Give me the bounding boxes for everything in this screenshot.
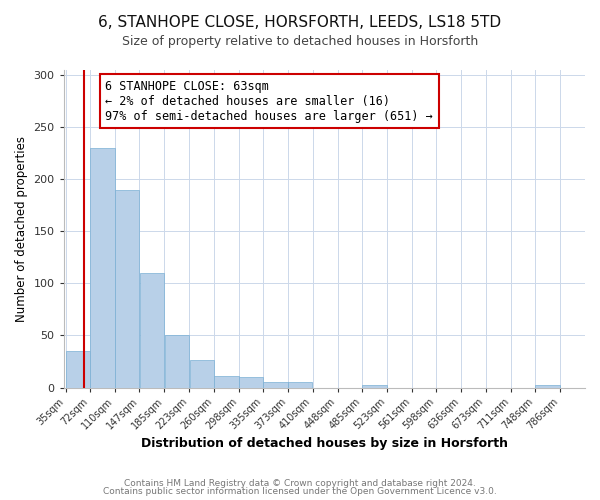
Text: Contains public sector information licensed under the Open Government Licence v3: Contains public sector information licen… <box>103 487 497 496</box>
Bar <box>535 386 560 388</box>
Text: 6, STANHOPE CLOSE, HORSFORTH, LEEDS, LS18 5TD: 6, STANHOPE CLOSE, HORSFORTH, LEEDS, LS1… <box>98 15 502 30</box>
Text: 6 STANHOPE CLOSE: 63sqm
← 2% of detached houses are smaller (16)
97% of semi-det: 6 STANHOPE CLOSE: 63sqm ← 2% of detached… <box>106 80 433 122</box>
Text: Size of property relative to detached houses in Horsforth: Size of property relative to detached ho… <box>122 35 478 48</box>
Bar <box>263 382 288 388</box>
Text: Contains HM Land Registry data © Crown copyright and database right 2024.: Contains HM Land Registry data © Crown c… <box>124 478 476 488</box>
Bar <box>239 377 263 388</box>
X-axis label: Distribution of detached houses by size in Horsforth: Distribution of detached houses by size … <box>141 437 508 450</box>
Bar <box>214 376 239 388</box>
Bar <box>190 360 214 388</box>
Bar <box>140 273 164 388</box>
Bar <box>362 386 387 388</box>
Bar <box>289 382 313 388</box>
Bar <box>90 148 115 388</box>
Bar <box>66 351 90 388</box>
Y-axis label: Number of detached properties: Number of detached properties <box>15 136 28 322</box>
Bar <box>164 336 189 388</box>
Bar <box>115 190 139 388</box>
